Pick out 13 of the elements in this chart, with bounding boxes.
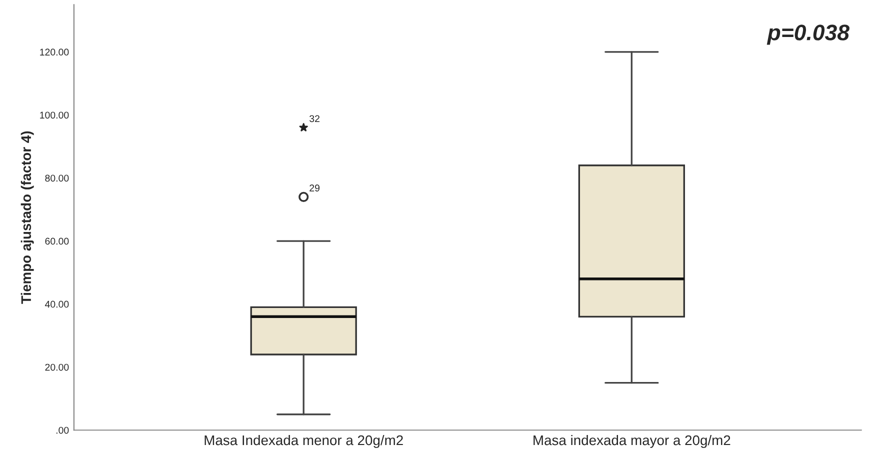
y-tick-label: 100.00 [40,112,69,119]
y-tick-label: 20.00 [45,364,69,371]
x-tick-label: Masa indexada mayor a 20g/m2 [534,434,730,448]
annotation: p=0.038 [766,24,850,45]
annotation: 29 [310,184,320,192]
y-tick-label: 80.00 [45,174,69,182]
y-axis-title: Tiempo ajustado (factor 4) [20,131,34,304]
annotation: 32 [310,115,320,122]
y-tick-label: 40.00 [44,300,69,308]
x-tick-label: Masa Indexada menor a 20g/m2 [204,434,403,448]
y-tick-label: .00 [56,426,69,434]
y-tick-label: 60.00 [45,238,69,245]
y-tick-label: 120.00 [40,48,69,56]
